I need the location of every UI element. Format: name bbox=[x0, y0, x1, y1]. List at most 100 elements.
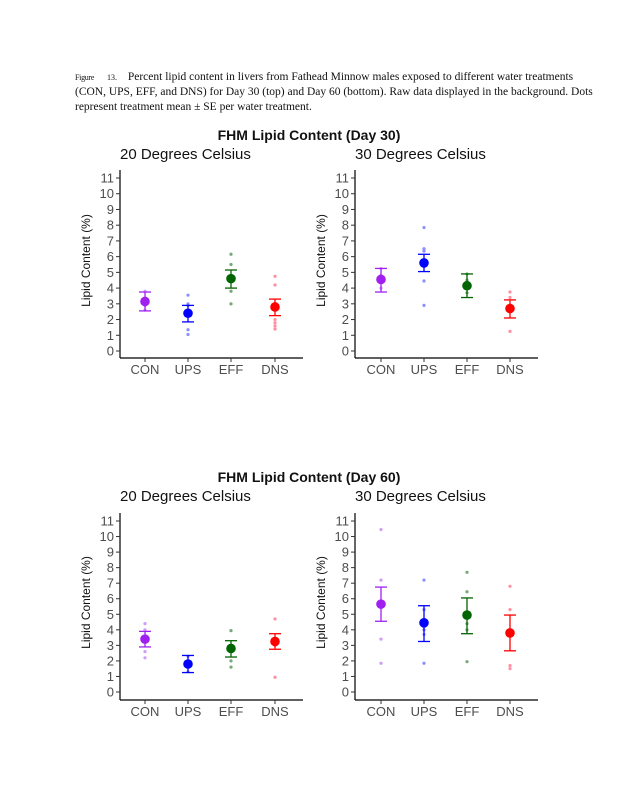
raw-point-dns bbox=[508, 329, 512, 333]
day60-20c-subtitle: 20 Degrees Celsius bbox=[120, 488, 251, 505]
y-tick-label: 8 bbox=[107, 218, 114, 233]
mean-point-dns bbox=[270, 636, 280, 647]
raw-point-ups bbox=[422, 661, 426, 665]
x-tick-label-con: CON bbox=[131, 704, 160, 719]
raw-point-con bbox=[143, 628, 147, 632]
raw-point-eff bbox=[229, 252, 233, 256]
y-tick-label: 4 bbox=[107, 622, 114, 637]
y-tick-label: 8 bbox=[107, 560, 114, 575]
x-tick-label-dns: DNS bbox=[261, 362, 289, 377]
raw-point-dns bbox=[273, 317, 277, 322]
raw-point-eff bbox=[229, 302, 233, 306]
raw-point-dns bbox=[508, 667, 512, 671]
raw-point-ups bbox=[422, 247, 426, 251]
y-tick-label: 10 bbox=[335, 529, 349, 544]
raw-point-dns bbox=[508, 608, 512, 612]
x-tick-label-eff: EFF bbox=[455, 362, 480, 377]
mean-point-dns bbox=[505, 628, 515, 638]
x-tick-label-con: CON bbox=[367, 704, 396, 719]
y-axis-label: Lipid Content (%) bbox=[314, 556, 328, 649]
day30-30c-subtitle: 30 Degrees Celsius bbox=[355, 146, 486, 163]
mean-point-eff bbox=[226, 273, 236, 284]
y-tick-label: 7 bbox=[342, 233, 349, 248]
y-tick-label: 4 bbox=[107, 281, 114, 296]
raw-point-ups bbox=[422, 578, 426, 582]
mean-point-dns bbox=[505, 303, 515, 314]
raw-point-eff bbox=[229, 665, 233, 669]
x-tick-label-ups: UPS bbox=[411, 362, 438, 377]
raw-point-eff bbox=[229, 659, 233, 663]
mean-point-ups bbox=[419, 258, 429, 268]
y-tick-label: 3 bbox=[342, 296, 349, 311]
y-axis-label: Lipid Content (%) bbox=[79, 214, 93, 307]
x-tick-label-eff: EFF bbox=[219, 362, 244, 377]
raw-point-dns bbox=[508, 290, 512, 294]
y-tick-label: 4 bbox=[342, 281, 349, 296]
mean-point-eff bbox=[462, 610, 472, 620]
y-tick-label: 1 bbox=[342, 669, 349, 684]
mean-point-dns bbox=[270, 302, 280, 312]
y-tick-label: 2 bbox=[342, 312, 349, 327]
y-tick-label: 0 bbox=[342, 344, 349, 359]
figure-caption: Figure 13. Percent lipid content in live… bbox=[75, 70, 605, 115]
x-tick-label-dns: DNS bbox=[496, 704, 524, 719]
y-tick-label: 3 bbox=[107, 296, 114, 311]
x-tick-label-con: CON bbox=[131, 362, 160, 377]
y-tick-label: 11 bbox=[336, 514, 350, 529]
y-tick-label: 10 bbox=[100, 529, 114, 544]
x-tick-label-dns: DNS bbox=[496, 362, 524, 377]
y-tick-label: 1 bbox=[107, 669, 114, 684]
x-tick-label-ups: UPS bbox=[175, 362, 202, 377]
raw-point-ups bbox=[186, 302, 190, 306]
raw-point-dns bbox=[273, 327, 277, 331]
raw-point-dns bbox=[273, 324, 277, 328]
raw-point-con bbox=[143, 649, 147, 654]
y-tick-label: 9 bbox=[342, 202, 349, 217]
raw-point-con bbox=[379, 578, 383, 582]
y-tick-label: 1 bbox=[107, 328, 114, 343]
raw-point-eff bbox=[465, 590, 469, 594]
raw-point-eff bbox=[229, 289, 233, 293]
x-tick-label-con: CON bbox=[367, 362, 396, 377]
y-tick-label: 11 bbox=[101, 171, 115, 186]
y-tick-label: 5 bbox=[107, 607, 114, 622]
mean-point-con bbox=[376, 274, 386, 285]
y-tick-label: 0 bbox=[342, 685, 349, 700]
figure-number: 13. bbox=[106, 73, 117, 82]
y-tick-label: 10 bbox=[335, 186, 349, 201]
y-tick-label: 8 bbox=[342, 560, 349, 575]
y-tick-label: 9 bbox=[107, 545, 114, 560]
raw-point-dns bbox=[273, 274, 277, 278]
y-tick-label: 2 bbox=[107, 653, 114, 668]
y-tick-label: 7 bbox=[107, 233, 114, 248]
raw-point-ups bbox=[186, 328, 190, 332]
y-tick-label: 5 bbox=[342, 265, 349, 280]
y-tick-label: 9 bbox=[342, 545, 349, 560]
y-tick-label: 2 bbox=[107, 312, 114, 327]
raw-point-eff bbox=[229, 628, 233, 633]
raw-point-dns bbox=[508, 295, 512, 300]
raw-point-eff bbox=[229, 262, 233, 267]
y-tick-label: 9 bbox=[107, 202, 114, 217]
y-tick-label: 2 bbox=[342, 653, 349, 668]
raw-point-ups bbox=[422, 249, 426, 253]
mean-point-eff bbox=[226, 643, 236, 654]
y-tick-label: 6 bbox=[107, 591, 114, 606]
raw-point-dns bbox=[508, 584, 512, 588]
raw-point-con bbox=[379, 527, 383, 532]
y-tick-label: 6 bbox=[342, 249, 349, 264]
raw-point-dns bbox=[273, 675, 277, 679]
day30-20c-subtitle: 20 Degrees Celsius bbox=[120, 146, 251, 163]
mean-point-con bbox=[376, 599, 386, 609]
y-tick-label: 7 bbox=[107, 576, 114, 591]
caption-text: Percent lipid content in livers from Fat… bbox=[75, 71, 593, 113]
mean-point-ups bbox=[183, 308, 193, 319]
y-tick-label: 1 bbox=[342, 328, 349, 343]
raw-point-dns bbox=[273, 283, 277, 287]
raw-point-dns bbox=[273, 321, 277, 325]
